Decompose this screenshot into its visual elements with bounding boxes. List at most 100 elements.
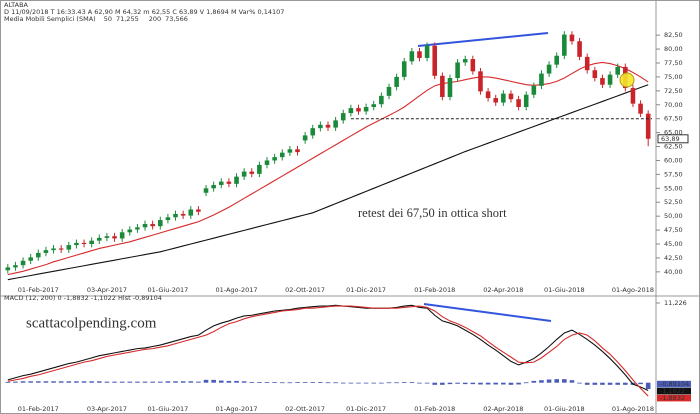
y-tick-label: 45,00 xyxy=(664,240,683,248)
macd-line xyxy=(7,304,649,392)
histogram-bar xyxy=(478,382,483,385)
candle-body xyxy=(279,152,285,158)
y-tick-label: 72,50 xyxy=(664,87,683,95)
candle-body xyxy=(607,74,613,85)
candle-body xyxy=(516,99,521,107)
candle-body xyxy=(584,56,590,71)
candle-body xyxy=(218,181,224,185)
histogram-bar xyxy=(615,382,620,385)
candle-body xyxy=(81,242,87,245)
value-badge-label: -1,8832 xyxy=(660,394,685,402)
candle-body xyxy=(363,106,369,112)
histogram-bar xyxy=(127,381,133,383)
histogram-bar xyxy=(218,380,224,383)
y-tick-label: 75,00 xyxy=(664,73,683,81)
y-tick-label: 57,50 xyxy=(664,170,683,178)
histogram-bar xyxy=(302,381,308,383)
histogram-bar xyxy=(226,380,232,383)
x-tick-label: 01-Ago-2017 xyxy=(216,286,258,294)
histogram-bar xyxy=(394,382,399,384)
histogram-bar xyxy=(89,381,94,383)
ma-legend: Media Mobili Semplici (SMA) xyxy=(4,15,96,23)
histogram-bar xyxy=(638,382,643,385)
y-tick-label: 42,50 xyxy=(664,254,683,262)
x-tick-label: 01-Giu-2018 xyxy=(544,286,585,294)
histogram-bar xyxy=(203,379,209,383)
histogram-bar xyxy=(58,381,64,383)
candle-body xyxy=(493,98,499,103)
candle-body xyxy=(523,94,529,107)
quote-info: D 11/09/2018 T 16:33.43 A 62,90 M 64,32 … xyxy=(4,8,284,16)
macd-legend: MACD (12, 200) 0 -1,8832 -1,1022 Hist -0… xyxy=(4,294,162,302)
histogram-bar xyxy=(409,381,415,383)
y-tick-label: 52,50 xyxy=(664,198,683,206)
candle-body xyxy=(211,184,216,189)
histogram-bar xyxy=(424,382,430,384)
candle-body xyxy=(13,265,18,268)
histogram-bar xyxy=(607,382,613,385)
candle-body xyxy=(592,70,598,79)
histogram-bar xyxy=(142,381,148,383)
histogram-bar xyxy=(28,381,33,383)
histogram-bar xyxy=(592,382,598,385)
x-tick-label: 01-Feb-2018 xyxy=(414,286,455,294)
price-label: 63,89 xyxy=(661,135,680,143)
candle-body xyxy=(302,135,308,141)
candle-body xyxy=(539,73,544,86)
macd-line xyxy=(7,305,649,397)
value-badge-label: -1,1022 xyxy=(660,387,685,395)
candle-body xyxy=(501,93,506,103)
histogram-bar xyxy=(516,382,521,385)
candle-body xyxy=(196,209,201,212)
candle-body xyxy=(440,75,445,97)
histogram-bar xyxy=(196,381,201,383)
candle-body xyxy=(257,164,262,174)
histogram-bar xyxy=(546,379,552,383)
histogram-bar xyxy=(272,381,277,383)
x-tick-label: 03-Apr-2017 xyxy=(87,405,127,413)
x-tick-label: 01-Giu-2017 xyxy=(148,286,189,294)
y-tick-label: 50,00 xyxy=(664,212,683,220)
candle-body xyxy=(272,157,277,161)
candle-body xyxy=(340,113,346,121)
histogram-bar xyxy=(157,381,163,383)
candle-body xyxy=(226,181,232,184)
candle-body xyxy=(485,91,491,99)
histogram-bar xyxy=(363,382,369,384)
candle-body xyxy=(638,103,643,114)
watermark: scattacolpending.com xyxy=(26,315,157,331)
y-tick-label: 80,00 xyxy=(664,45,683,53)
candle-body xyxy=(531,85,537,95)
candle-body xyxy=(310,128,316,136)
histogram-bar xyxy=(165,381,171,383)
value-badge xyxy=(657,394,691,402)
candle-body xyxy=(20,260,26,266)
candle-body xyxy=(36,252,41,258)
histogram-bar xyxy=(234,380,239,383)
legend-value: 73,566 xyxy=(165,15,188,23)
x-tick-label: 01-Giu-2018 xyxy=(544,405,585,413)
candle-body xyxy=(371,104,377,107)
candle-body xyxy=(325,124,331,128)
x-tick-label: 01-Ago-2017 xyxy=(216,405,258,413)
candle-body xyxy=(112,236,117,239)
candle-body xyxy=(66,245,72,250)
candle-body xyxy=(89,240,94,245)
histogram-bar xyxy=(348,382,354,384)
histogram-bar xyxy=(112,381,117,383)
value-badge-label: -0,89104 xyxy=(660,380,689,388)
candle-body xyxy=(470,59,476,72)
candle-body xyxy=(478,71,483,92)
x-tick-label: 02-Apr-2018 xyxy=(483,286,523,294)
candle-body xyxy=(379,95,384,105)
candle-body xyxy=(630,88,636,104)
histogram-bar xyxy=(325,382,331,384)
histogram-bar xyxy=(501,382,506,385)
y-tick-label: 70,00 xyxy=(664,101,683,109)
histogram-bar xyxy=(531,380,537,383)
cross-marker xyxy=(619,72,635,88)
candle-body xyxy=(424,45,430,58)
candle-body xyxy=(295,149,300,153)
